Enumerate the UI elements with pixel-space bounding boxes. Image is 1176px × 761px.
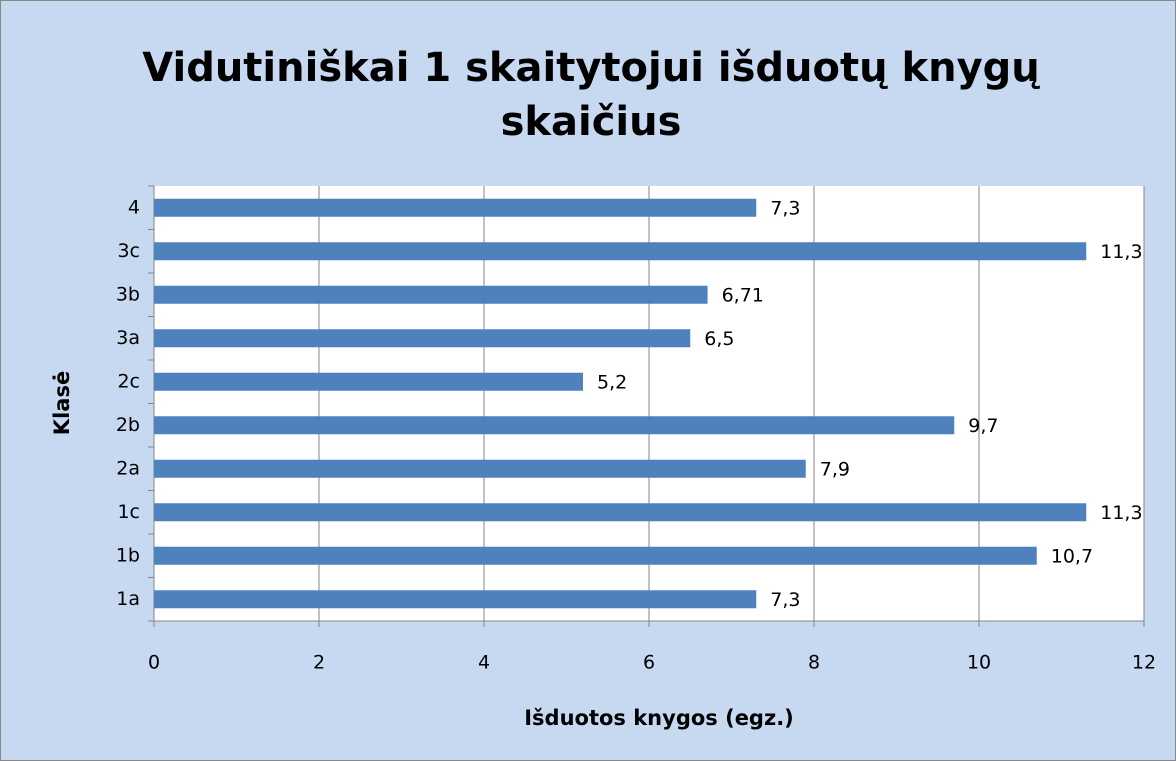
- bar: [154, 372, 583, 391]
- value-label: 7,9: [820, 458, 850, 480]
- value-label: 6,71: [722, 284, 764, 306]
- y-axis-title: Klasė: [50, 371, 74, 435]
- bar: [154, 198, 757, 217]
- bar: [154, 285, 708, 304]
- value-label: 5,2: [597, 371, 627, 393]
- value-label: 11,3: [1100, 502, 1142, 524]
- y-tick-label: 3a: [116, 327, 140, 349]
- y-tick-label: 1a: [116, 588, 140, 610]
- value-label: 9,7: [968, 415, 998, 437]
- chart-title: Vidutiniškai 1 skaitytojui išduotų knygų…: [142, 45, 1040, 145]
- bar: [154, 546, 1037, 565]
- y-tick-label: 2c: [117, 370, 140, 392]
- value-label: 7,3: [770, 589, 800, 611]
- y-tick-label: 1c: [117, 501, 140, 523]
- y-tick-label: 3b: [116, 283, 140, 305]
- x-tick-label: 2: [313, 652, 325, 674]
- x-tick-label: 0: [148, 652, 160, 674]
- bar: [154, 416, 955, 435]
- x-tick-label: 10: [967, 652, 991, 674]
- x-tick-label: 8: [808, 652, 820, 674]
- bar: [154, 590, 757, 609]
- bar: [154, 242, 1087, 261]
- value-label: 7,3: [770, 197, 800, 219]
- value-label: 10,7: [1051, 545, 1093, 567]
- x-tick-label: 4: [478, 652, 490, 674]
- x-axis-title: Išduotos knygos (egz.): [524, 706, 794, 730]
- x-tick-label: 6: [643, 652, 655, 674]
- y-tick-label: 1b: [116, 544, 140, 566]
- y-tick-label: 4: [128, 196, 140, 218]
- value-label: 11,3: [1100, 241, 1142, 263]
- bar: [154, 503, 1087, 522]
- bar: [154, 459, 806, 478]
- x-tick-label: 12: [1132, 652, 1156, 674]
- value-label: 6,5: [704, 328, 734, 350]
- y-tick-label: 3c: [117, 240, 140, 262]
- y-tick-label: 2b: [116, 414, 140, 436]
- bar: [154, 329, 691, 348]
- y-tick-label: 2a: [116, 457, 140, 479]
